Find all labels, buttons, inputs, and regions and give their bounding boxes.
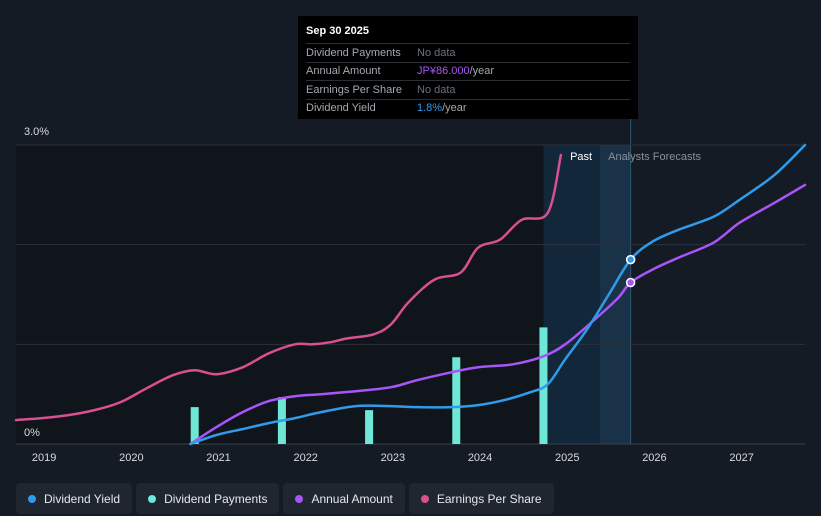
legend-item-earnings-per-share[interactable]: Earnings Per Share	[408, 483, 554, 514]
y-tick-label-bottom: 0%	[24, 427, 40, 439]
tooltip-value: 1.8%	[417, 102, 443, 115]
legend-label: Annual Amount	[311, 491, 393, 506]
marker-dividend-yield	[625, 254, 636, 265]
x-tick-label: 2023	[381, 452, 405, 464]
tooltip-value: No data	[417, 83, 456, 96]
series-line-annual-amount	[189, 183, 807, 446]
past-region-band	[543, 145, 601, 444]
forecast-region-band	[600, 145, 631, 444]
dividend-payment-bar	[539, 327, 548, 444]
marker-annual-amount	[625, 277, 636, 288]
x-tick-label: 2025	[555, 452, 579, 464]
legend-dot-icon	[148, 494, 157, 503]
legend-dot-icon	[295, 494, 304, 503]
tooltip-label: Earnings Per Share	[306, 83, 402, 96]
series-line-dividend-yield	[189, 143, 807, 446]
chart-legend: Dividend Yield Dividend Payments Annual …	[16, 483, 554, 514]
tooltip-label: Dividend Yield	[306, 102, 376, 115]
x-tick-label: 2027	[729, 452, 753, 464]
dividend-payment-bar	[452, 357, 461, 444]
x-tick-label: 2021	[206, 452, 230, 464]
legend-item-annual-amount[interactable]: Annual Amount	[283, 483, 405, 514]
tooltip-value: No data	[417, 46, 456, 59]
tooltip-date: Sep 30 2025	[306, 25, 369, 37]
legend-item-dividend-yield[interactable]: Dividend Yield	[16, 483, 133, 514]
dividend-payment-bar	[365, 410, 374, 444]
tooltip-label: Annual Amount	[306, 65, 381, 78]
tooltip-unit: /year	[469, 65, 495, 78]
legend-label: Dividend Yield	[44, 491, 121, 506]
tooltip-value: JP¥86.000	[417, 65, 470, 78]
tooltip-label: Dividend Payments	[306, 46, 401, 59]
tooltip-row-annual-amount: Annual Amount JP¥86.000/year	[306, 61, 630, 81]
past-label: Past	[570, 151, 592, 163]
x-tick-label: 2019	[32, 452, 56, 464]
tooltip-row-earnings-per-share: Earnings Per Share No data	[306, 80, 630, 99]
x-tick-label: 2026	[642, 452, 666, 464]
legend-dot-icon	[420, 494, 429, 503]
legend-dot-icon	[28, 494, 36, 503]
legend-label: Dividend Payments	[164, 491, 268, 506]
legend-item-dividend-payments[interactable]: Dividend Payments	[136, 483, 280, 514]
tooltip-row-dividend-payments: Dividend Payments No data	[306, 43, 630, 62]
dividend-payment-bar	[190, 407, 199, 444]
data-tooltip: Sep 30 2025 Dividend Payments No data An…	[298, 16, 638, 119]
x-tick-label: 2020	[119, 452, 143, 464]
x-tick-label: 2022	[293, 452, 317, 464]
forecast-label: Analysts Forecasts	[608, 151, 701, 163]
y-tick-label-top: 3.0%	[24, 126, 49, 138]
tooltip-row-dividend-yield: Dividend Yield 1.8%/year	[306, 98, 630, 118]
x-tick-label: 2024	[468, 452, 492, 464]
series-line-earnings-per-share	[14, 153, 563, 422]
legend-label: Earnings Per Share	[436, 491, 542, 506]
tooltip-unit: /year	[442, 102, 467, 115]
